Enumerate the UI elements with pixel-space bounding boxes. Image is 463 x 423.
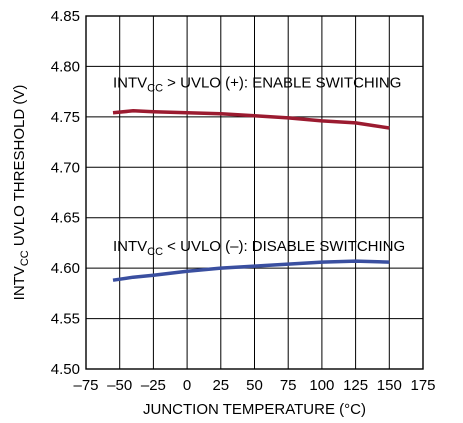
y-axis-title: INTVCC UVLO THRESHOLD (V) — [11, 85, 31, 301]
plot-frame — [85, 15, 424, 370]
x-tick-label: 25 — [212, 377, 229, 394]
enable-threshold-line — [112, 109, 390, 130]
x-tick-label: –50 — [107, 377, 132, 394]
y-tick-label: 4.60 — [51, 260, 80, 277]
y-tick-label: 4.55 — [51, 311, 80, 328]
x-tick-label: –75 — [73, 377, 98, 394]
x-tick-label: 175 — [410, 377, 435, 394]
y-tick-label: 4.70 — [51, 159, 80, 176]
disable-threshold-line — [112, 259, 390, 282]
series-lines — [112, 109, 390, 282]
x-tick-label: 100 — [309, 377, 334, 394]
x-tick-label: 125 — [343, 377, 368, 394]
y-tick-label: 4.85 — [51, 8, 80, 25]
disable-switching-annotation: INTVCC < UVLO (–): DISABLE SWITCHING — [113, 238, 405, 258]
x-tick-labels: –75 –50 –25 0 25 50 75 100 125 150 175 — [73, 377, 435, 394]
annotations: INTVCC > UVLO (+): ENABLE SWITCHING INTVC… — [113, 75, 405, 258]
y-tick-label: 4.65 — [51, 210, 80, 227]
y-tick-labels: 4.50 4.55 4.60 4.65 4.70 4.75 4.80 4.85 — [51, 8, 80, 378]
x-tick-label: 0 — [183, 377, 191, 394]
x-tick-label: 150 — [377, 377, 402, 394]
grid-lines — [86, 16, 423, 369]
y-tick-label: 4.75 — [51, 109, 80, 126]
x-tick-label: 75 — [280, 377, 297, 394]
x-tick-label: –25 — [141, 377, 166, 394]
x-axis-title: JUNCTION TEMPERATURE (°C) — [143, 401, 366, 418]
enable-switching-annotation: INTVCC > UVLO (+): ENABLE SWITCHING — [113, 75, 401, 95]
y-tick-label: 4.80 — [51, 58, 80, 75]
y-tick-label: 4.50 — [51, 361, 80, 378]
x-tick-label: 50 — [246, 377, 263, 394]
